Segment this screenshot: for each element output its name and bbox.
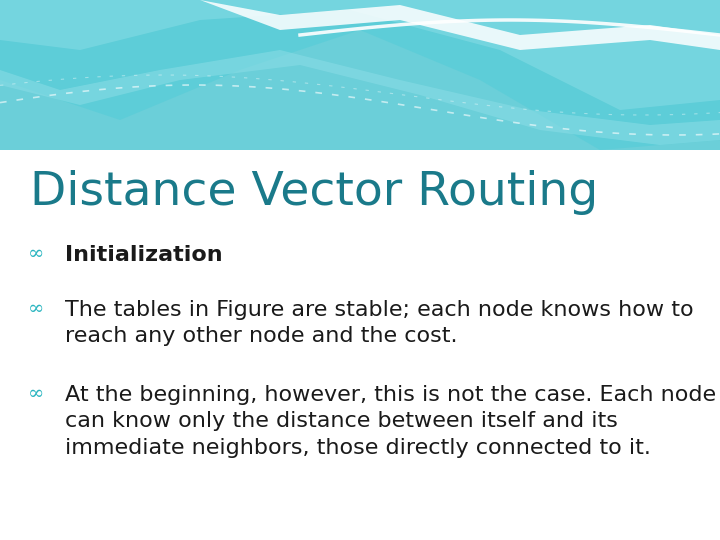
- Polygon shape: [200, 0, 720, 50]
- Text: Distance Vector Routing: Distance Vector Routing: [30, 170, 598, 215]
- Text: At the beginning, however, this is not the case. Each node
can know only the dis: At the beginning, however, this is not t…: [65, 385, 716, 458]
- Text: ∞: ∞: [28, 385, 44, 403]
- Text: The tables in Figure are stable; each node knows how to
reach any other node and: The tables in Figure are stable; each no…: [65, 300, 693, 346]
- Polygon shape: [0, 0, 720, 150]
- Polygon shape: [0, 50, 720, 145]
- Text: ∞: ∞: [28, 300, 44, 318]
- Polygon shape: [0, 0, 720, 150]
- Text: ∞: ∞: [28, 245, 44, 263]
- Polygon shape: [0, 0, 720, 110]
- Text: Initialization: Initialization: [65, 245, 222, 265]
